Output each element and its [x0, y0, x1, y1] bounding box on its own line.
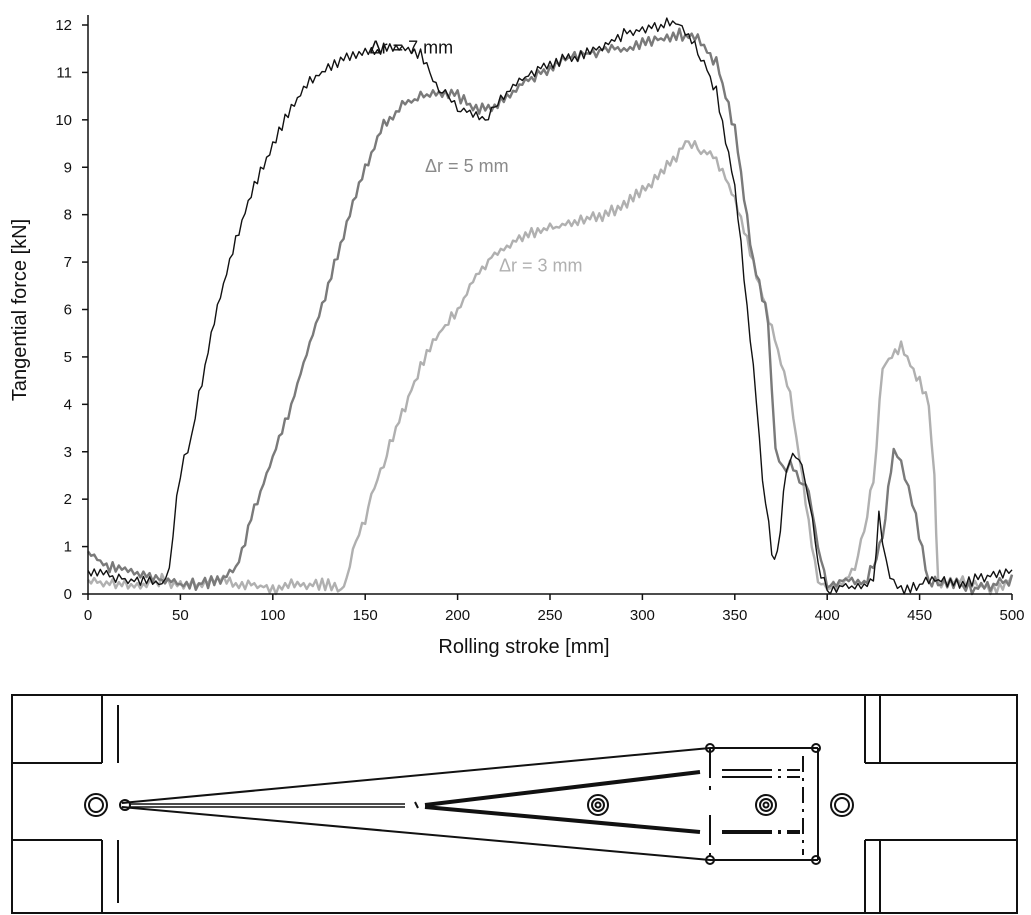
x-tick-label: 150	[353, 607, 378, 624]
series-line	[87, 27, 1014, 596]
y-tick-label: 4	[64, 396, 72, 413]
x-tick-label: 250	[537, 607, 562, 624]
y-tick-label: 5	[64, 349, 72, 366]
y-tick-label: 2	[64, 491, 72, 508]
y-tick-label: 7	[64, 254, 72, 271]
tangential-force-chart: 0 50 100 150 200 250 300 350 400 450 500 012345678…	[9, 15, 1025, 658]
series-labels: Δr = 7 mm Δr = 5 mm Δr = 3 mm	[370, 37, 583, 275]
wedge-tool	[121, 747, 711, 861]
rolling-tool-drawing	[11, 694, 1018, 914]
y-tick-label: 12	[55, 17, 72, 34]
y-tick-label: 6	[64, 302, 72, 319]
x-tick-label: 100	[260, 607, 285, 624]
x-tick-label: 200	[445, 607, 470, 624]
y-tick-label: 1	[64, 539, 72, 556]
x-tick-label: 500	[999, 607, 1024, 624]
x-tick-label: 400	[815, 607, 840, 624]
series-line	[87, 140, 1014, 596]
y-tick-label: 3	[64, 444, 72, 461]
x-tick-label: 450	[907, 607, 932, 624]
series-label: Δr = 7 mm	[370, 37, 454, 57]
x-axis-title: Rolling stroke [mm]	[438, 636, 609, 658]
left-clamp	[12, 695, 119, 913]
right-clamp	[864, 695, 1017, 913]
x-tick-label: 0	[84, 607, 92, 624]
drawing-frame	[11, 694, 1018, 914]
series-label: Δr = 5 mm	[425, 156, 509, 176]
y-tick-label: 8	[64, 207, 72, 224]
y-tick-label: 0	[64, 586, 72, 603]
series-line	[87, 17, 1013, 595]
y-axis-title: Tangential force [kN]	[9, 219, 31, 401]
y-tick-label: 9	[64, 159, 72, 176]
x-tick-label: 300	[630, 607, 655, 624]
y-tick-label: 11	[56, 64, 72, 81]
x-axis-ticks: 0 50 100 150 200 250 300 350 400 450 500	[84, 594, 1025, 624]
series-label: Δr = 3 mm	[499, 256, 583, 276]
pivot-holes	[84, 743, 854, 865]
y-tick-label: 10	[55, 112, 72, 129]
tool-carriage	[709, 747, 819, 861]
x-tick-label: 50	[172, 607, 189, 624]
series-layer	[87, 17, 1014, 596]
x-tick-label: 350	[722, 607, 747, 624]
